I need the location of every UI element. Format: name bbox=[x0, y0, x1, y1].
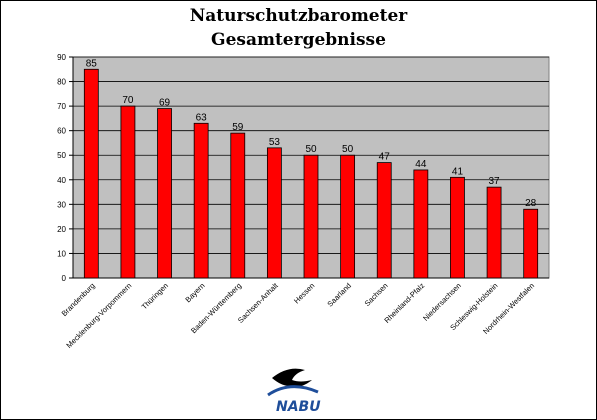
category-label: Sachsen bbox=[363, 281, 390, 308]
bar-rheinland-pfalz bbox=[413, 169, 429, 279]
bar-sachsen-anhalt bbox=[266, 147, 282, 279]
value-label: 85 bbox=[86, 58, 98, 69]
bar-bayern bbox=[193, 122, 209, 279]
value-label: 47 bbox=[379, 152, 391, 163]
bar-niedersachsen bbox=[450, 176, 465, 279]
bar-brandenburg bbox=[83, 68, 99, 279]
bird-icon bbox=[272, 368, 312, 388]
bar-nordrhein-westfalen bbox=[523, 208, 539, 279]
y-tick-label: 60 bbox=[57, 127, 66, 136]
value-label: 44 bbox=[415, 159, 427, 170]
value-label: 37 bbox=[489, 176, 501, 187]
value-label: 70 bbox=[122, 95, 134, 106]
category-label: Hessen bbox=[292, 281, 316, 305]
y-tick-label: 30 bbox=[57, 200, 66, 209]
category-label: Saarland bbox=[325, 281, 353, 309]
y-tick-label: 10 bbox=[57, 249, 66, 258]
y-tick-label: 0 bbox=[62, 274, 67, 283]
value-labels: 85 70 69 63 59 53 50 50 47 44 41 37 28 bbox=[86, 58, 537, 209]
value-label: 41 bbox=[452, 166, 464, 177]
category-label: Bayern bbox=[183, 281, 206, 304]
value-label: 53 bbox=[269, 137, 281, 148]
value-label: 63 bbox=[196, 112, 208, 123]
bar-sachsen bbox=[376, 162, 392, 279]
bar-hessen bbox=[303, 154, 319, 279]
chart-subtitle: Gesamtergebnisse bbox=[211, 30, 386, 50]
category-label: Thüringen bbox=[140, 281, 170, 311]
bar-schleswig-holstein bbox=[486, 186, 502, 279]
value-label: 50 bbox=[342, 144, 354, 155]
y-tick-label: 90 bbox=[57, 53, 66, 62]
y-tick-label: 80 bbox=[57, 78, 66, 87]
value-label: 28 bbox=[525, 198, 537, 209]
bars bbox=[83, 68, 539, 279]
y-tick-label: 50 bbox=[57, 151, 66, 160]
value-label: 59 bbox=[232, 122, 244, 133]
logo-text: NABU bbox=[276, 399, 321, 415]
y-tick-label: 70 bbox=[57, 102, 66, 111]
value-label: 69 bbox=[159, 98, 171, 109]
category-label: Brandenburg bbox=[60, 281, 97, 318]
value-label: 50 bbox=[305, 144, 317, 155]
swoosh-icon bbox=[267, 385, 319, 397]
y-tick-label: 20 bbox=[57, 225, 66, 234]
bar-th-ringen bbox=[157, 108, 172, 279]
y-tick-label: 40 bbox=[57, 176, 66, 185]
category-label: Mecklenburg-Vorpommern bbox=[64, 281, 133, 350]
bar-mecklenburg-vorpommern bbox=[120, 105, 136, 279]
bar-baden-w-rttemberg bbox=[230, 132, 246, 279]
nabu-logo: NABU bbox=[267, 368, 321, 415]
bar-saarland bbox=[340, 154, 356, 279]
chart-title: Naturschutzbarometer bbox=[189, 6, 408, 26]
